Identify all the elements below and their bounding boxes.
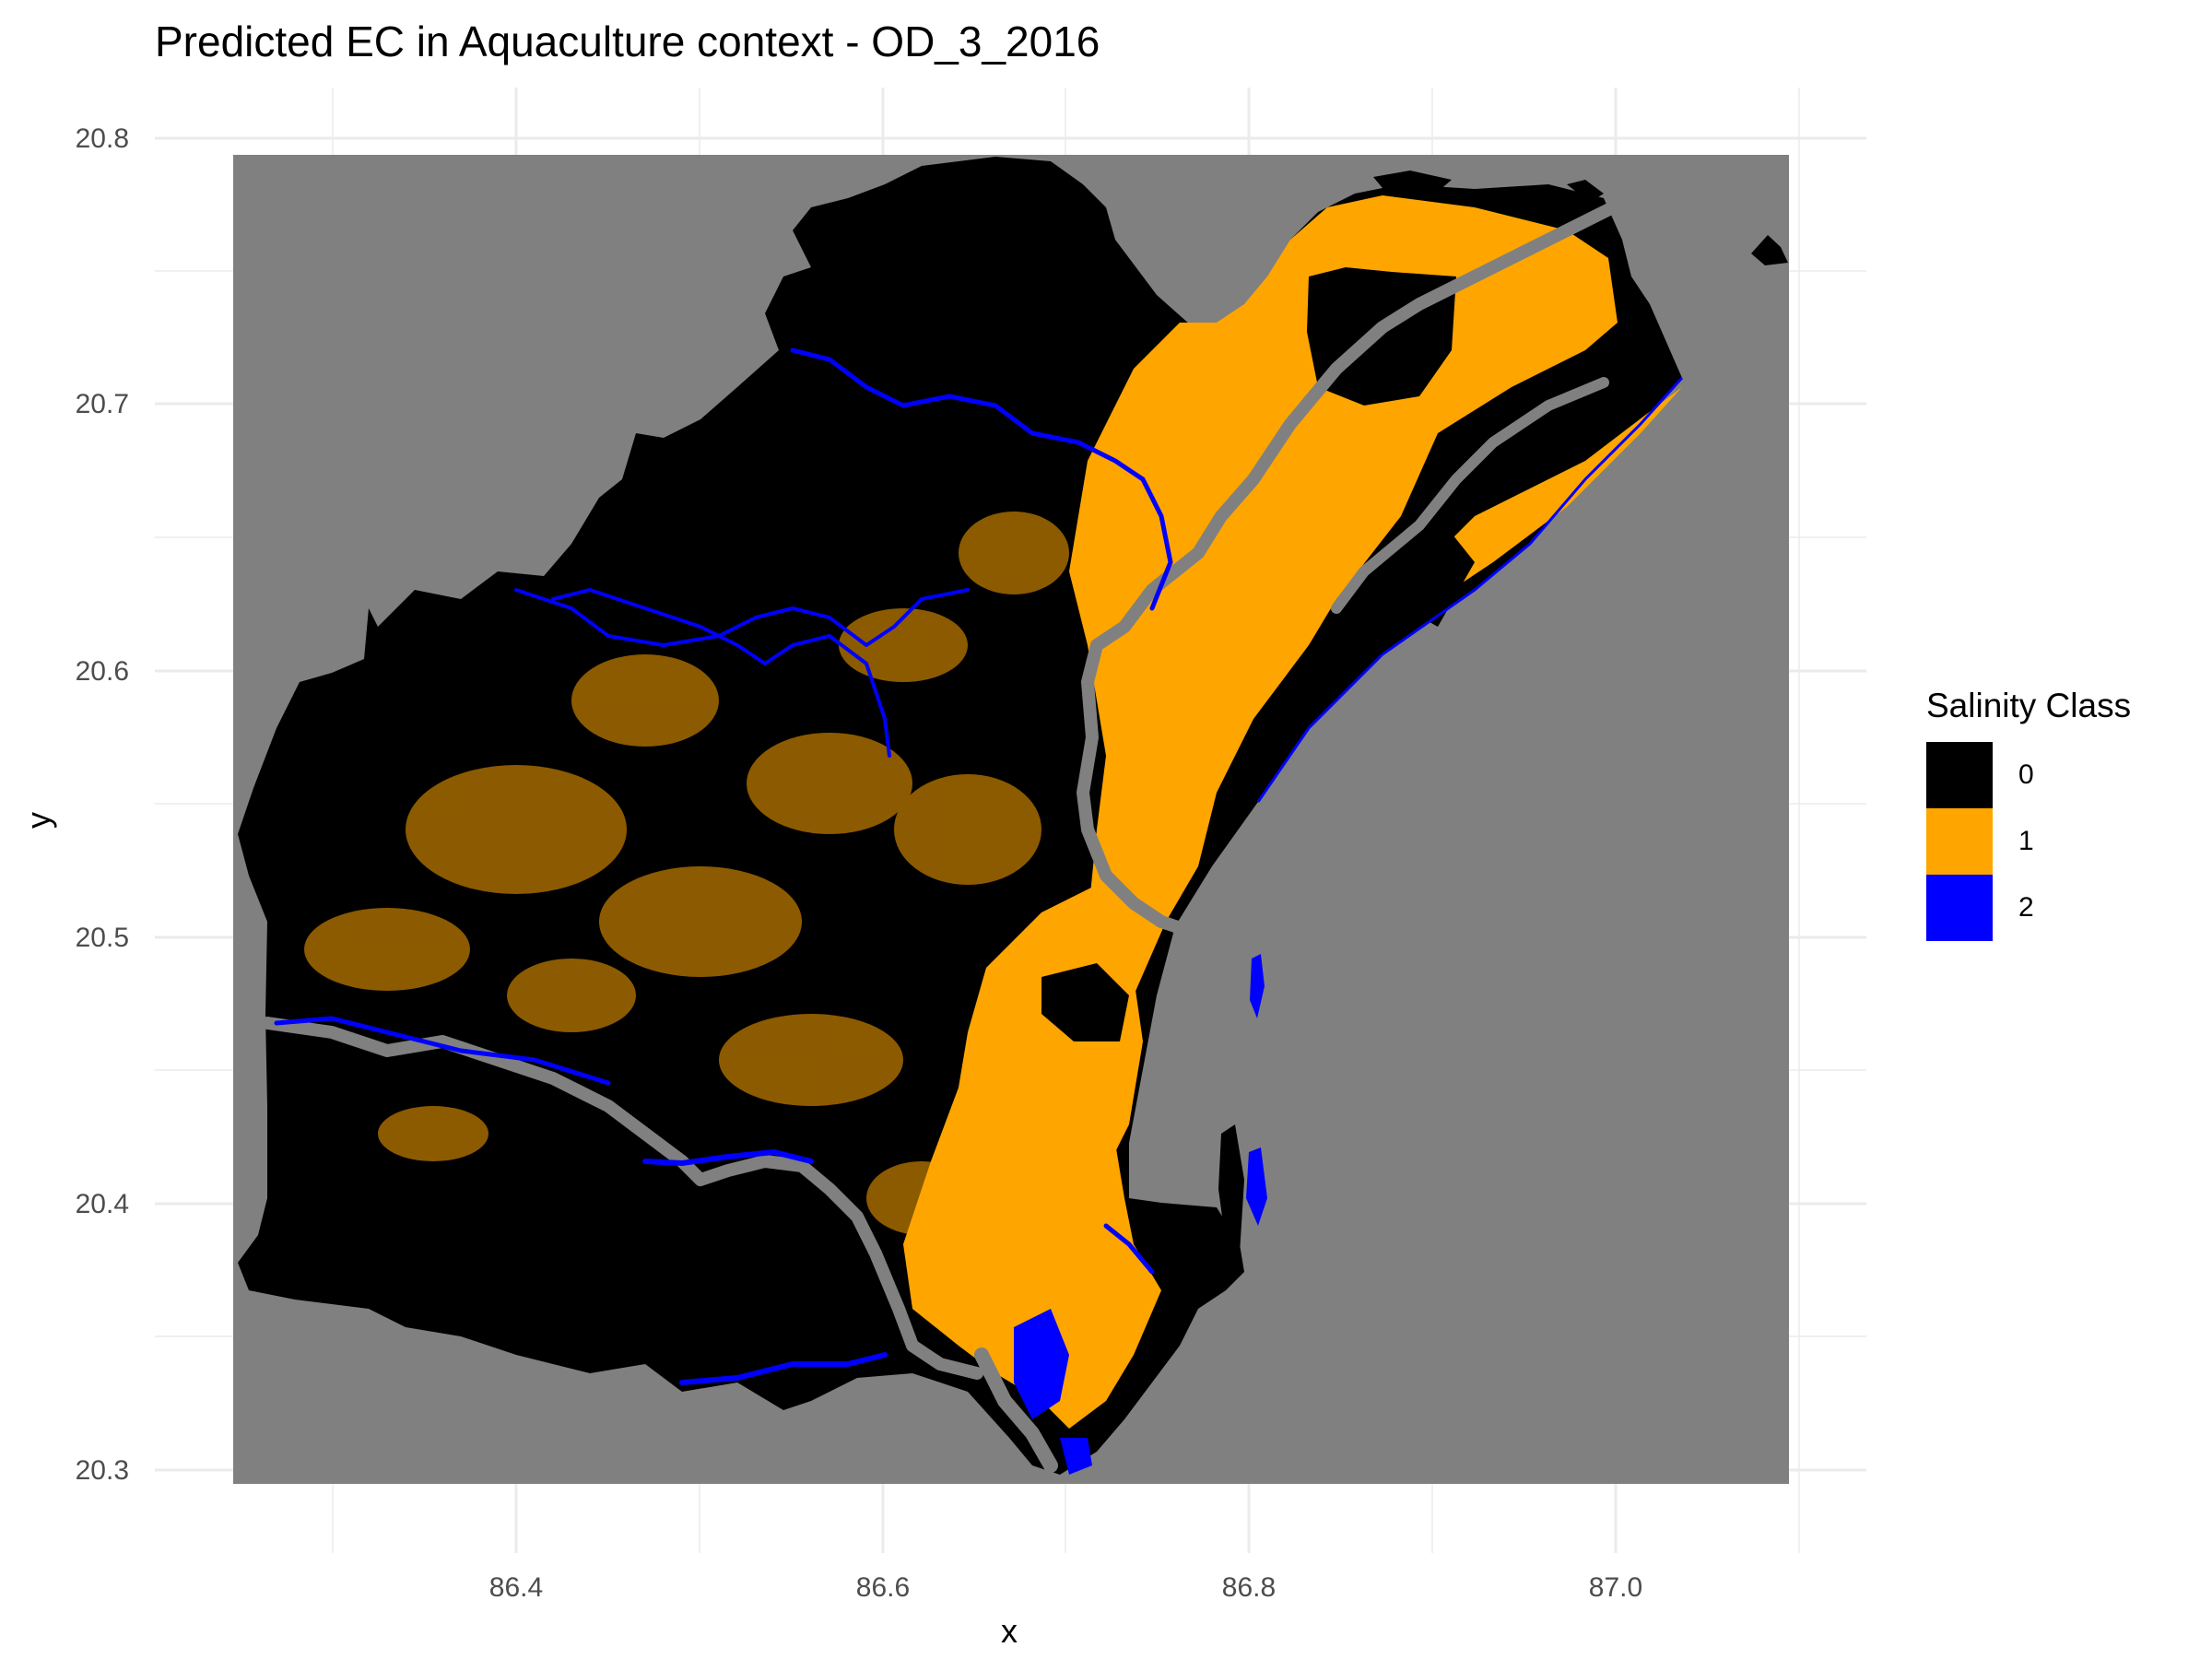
legend-item: 0 bbox=[1926, 742, 2131, 808]
legend-label: 1 bbox=[2018, 826, 2034, 856]
legend-swatch bbox=[1926, 742, 1993, 808]
legend-title: Salinity Class bbox=[1926, 687, 2132, 724]
legend-swatch bbox=[1926, 808, 1993, 875]
legend-swatch bbox=[1926, 875, 1993, 941]
island bbox=[1751, 235, 1788, 265]
x-tick-label: 87.0 bbox=[1589, 1572, 1642, 1603]
class-2-patches bbox=[1014, 1309, 1092, 1475]
legend: Salinity Class 0 1 2 bbox=[1926, 687, 2131, 941]
x-tick-label: 86.8 bbox=[1222, 1572, 1276, 1603]
island bbox=[1250, 954, 1265, 1018]
class-1-scatter bbox=[304, 512, 1069, 1235]
x-tick-label: 86.4 bbox=[489, 1572, 543, 1603]
legend-label: 2 bbox=[2018, 892, 2034, 923]
y-axis: 20.8 20.7 20.6 20.5 20.4 20.3 y bbox=[19, 124, 129, 1486]
legend-label: 0 bbox=[2018, 759, 2034, 790]
legend-item: 2 bbox=[1926, 875, 2131, 941]
y-tick-label: 20.3 bbox=[76, 1455, 129, 1486]
y-tick-label: 20.4 bbox=[76, 1189, 129, 1219]
plot-title: Predicted EC in Aquaculture context - OD… bbox=[155, 18, 1100, 65]
rivers bbox=[261, 201, 1619, 1473]
x-axis-title: x bbox=[1001, 1612, 1018, 1650]
x-tick-label: 86.6 bbox=[856, 1572, 910, 1603]
y-axis-title: y bbox=[19, 812, 57, 829]
y-tick-label: 20.5 bbox=[76, 923, 129, 953]
y-tick-label: 20.6 bbox=[76, 656, 129, 687]
y-tick-label: 20.8 bbox=[76, 124, 129, 154]
island bbox=[1373, 171, 1452, 194]
island bbox=[1218, 1124, 1244, 1253]
island bbox=[1567, 180, 1604, 203]
island bbox=[1246, 1147, 1267, 1226]
legend-item: 1 bbox=[1926, 808, 2131, 875]
x-axis: 86.4 86.6 86.8 87.0 x bbox=[489, 1572, 1642, 1650]
coastline bbox=[1256, 376, 1684, 803]
y-tick-label: 20.7 bbox=[76, 389, 129, 419]
